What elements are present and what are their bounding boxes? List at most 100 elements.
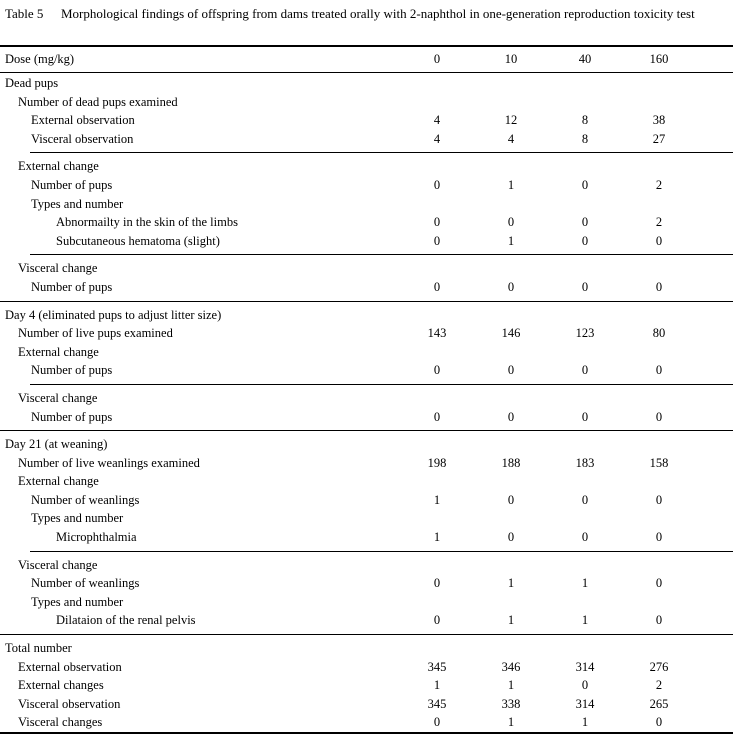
row-label: Day 21 (at weaning) [5,437,108,452]
row-label: External observation [18,659,122,674]
cell-value: 0 [433,233,441,248]
row-label: Visceral change [18,557,98,572]
row-label: Number of live pups examined [18,326,173,341]
cell-value [622,639,696,658]
cell-value [622,472,696,491]
rule-partial [30,254,733,256]
row-label: Number of pups [31,177,113,192]
cell-value: 146 [501,326,521,341]
row-label: Day 4 (eliminated pups to adjust litter … [5,307,222,322]
cell-value [474,472,548,491]
row-label: External changes [18,678,104,693]
table-row: External change [0,472,733,491]
cell-value [548,509,622,528]
cell-value: 0 [507,530,515,545]
data-table: Dose (mg/kg) 0 10 40 160 Dead pups Number… [0,45,733,734]
cell-value: 0 [507,363,515,378]
dose-header-label: Dose (mg/kg) [5,52,75,66]
dose-column-40: 40 [578,52,592,66]
cell-value [622,389,696,408]
table-header-row: Dose (mg/kg) 0 10 40 160 [0,47,733,73]
row-label: Number of pups [31,363,113,378]
cell-value [548,593,622,612]
cell-value: 1 [507,576,515,591]
cell-value: 338 [501,696,521,711]
row-label: Types and number [31,511,124,526]
cell-value: 0 [655,530,663,545]
cell-value [622,556,696,575]
table-row: Number of pups 0 1 0 2 [0,176,733,195]
cell-value: 1 [507,233,515,248]
cell-value: 0 [433,613,441,628]
row-label: Visceral change [18,261,98,276]
cell-value: 2 [655,678,663,693]
cell-value [474,556,548,575]
table-row: Day 4 (eliminated pups to adjust litter … [0,306,733,325]
cell-value [548,435,622,454]
cell-value [622,93,696,112]
cell-value: 1 [581,576,589,591]
cell-value [400,472,474,491]
row-label: Abnormailty in the skin of the limbs [56,215,238,230]
cell-value: 1 [433,678,441,693]
table-row: Subcutaneous hematoma (slight) 0 1 0 0 [0,232,733,251]
cell-value [622,195,696,214]
cell-value: 276 [649,659,669,674]
row-label: Types and number [31,196,124,211]
cell-value [474,343,548,362]
cell-value: 38 [652,113,666,128]
cell-value [622,343,696,362]
cell-value [622,435,696,454]
cell-value [548,389,622,408]
table-row: Visceral change [0,259,733,278]
cell-value [474,389,548,408]
table-row: Number of pups 0 0 0 0 [0,361,733,380]
cell-value [548,343,622,362]
cell-value: 2 [655,177,663,192]
cell-value: 0 [433,215,441,230]
table-row: Day 21 (at weaning) [0,435,733,454]
cell-value: 0 [581,492,589,507]
rule-full [0,430,733,432]
cell-value [548,556,622,575]
cell-value: 265 [649,696,669,711]
cell-value: 0 [655,233,663,248]
cell-value: 0 [655,613,663,628]
cell-value [400,593,474,612]
row-label: Visceral changes [18,715,103,730]
row-label: Visceral change [18,390,98,405]
rule-partial [30,383,733,385]
cell-value: 0 [433,409,441,424]
cell-value: 346 [501,659,521,674]
table-title: Morphological findings of offspring from… [61,6,695,21]
dose-column-10: 10 [504,52,518,66]
cell-value [400,343,474,362]
cell-value [622,74,696,93]
cell-value [622,306,696,325]
table-row: Visceral changes 0 1 1 0 [0,713,733,732]
cell-value [622,593,696,612]
cell-value: 2 [655,215,663,230]
cell-value [400,556,474,575]
row-label: Dead pups [5,76,59,90]
row-label: Number of weanlings [31,492,140,507]
table-row: Abnormailty in the skin of the limbs 0 0 0 2 [0,213,733,232]
table-number: Table 5 [5,6,44,21]
table-row: Total number [0,639,733,658]
cell-value: 0 [581,177,589,192]
cell-value: 1 [433,530,441,545]
cell-value: 0 [433,576,441,591]
cell-value: 80 [652,326,666,341]
row-label: Dilataion of the renal pelvis [56,613,196,628]
cell-value: 0 [581,233,589,248]
cell-value [400,639,474,658]
cell-value: 314 [575,659,595,674]
cell-value: 183 [575,455,595,470]
rule-partial [30,152,733,154]
cell-value: 314 [575,696,595,711]
table-row: Types and number [0,509,733,528]
cell-value: 198 [427,455,447,470]
row-label: External change [18,159,99,174]
cell-value: 1 [581,715,589,730]
cell-value: 143 [427,326,447,341]
